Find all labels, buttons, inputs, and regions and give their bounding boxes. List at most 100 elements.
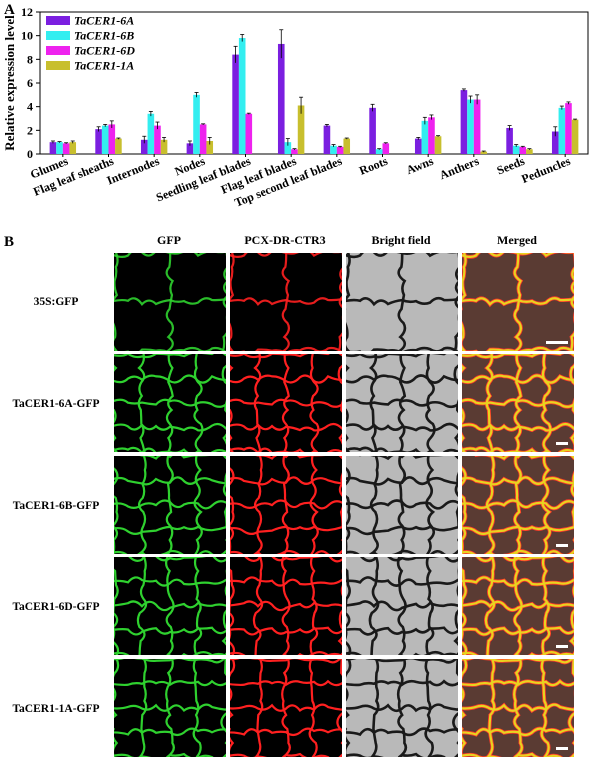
x-tick-label: Anthers: [437, 154, 481, 183]
micrograph-merged: [462, 557, 574, 655]
micrograph-gfp: [114, 354, 226, 452]
micrograph-merged: [462, 253, 574, 351]
column-header-gfp: GFP: [157, 233, 181, 247]
y-tick-label: 4: [27, 100, 33, 114]
micrograph-merged: [462, 659, 574, 757]
bar: [199, 124, 207, 154]
bar: [193, 94, 200, 154]
bar: [512, 145, 520, 154]
bar: [56, 142, 63, 154]
bar: [206, 140, 214, 154]
bar: [460, 90, 468, 154]
micrograph-merged: [462, 354, 574, 452]
bar: [421, 120, 429, 154]
micrograph-bright-field: [346, 557, 458, 655]
bar: [434, 136, 442, 154]
bar: [330, 145, 337, 154]
bar: [277, 43, 285, 155]
column-header-bright-field: Bright field: [371, 233, 431, 247]
legend-swatch: [46, 61, 70, 70]
y-tick-label: 12: [21, 5, 33, 19]
bar: [101, 125, 109, 154]
legend-label: TaCER1-1A: [74, 59, 134, 73]
bar: [115, 138, 122, 154]
bar: [154, 125, 161, 154]
bar: [336, 146, 344, 154]
bar: [62, 143, 70, 154]
column-header-merged: Merged: [497, 233, 537, 247]
bar: [69, 142, 77, 154]
bar: [49, 142, 57, 154]
bar: [186, 143, 194, 154]
bar: [506, 127, 513, 154]
x-tick-label: Awns: [404, 154, 435, 178]
bar: [284, 142, 292, 154]
row-label-tacer1-6d-gfp: TaCER1-6D-GFP: [12, 601, 100, 613]
scale-bar: [556, 544, 568, 547]
row-label-tacer1-6a-gfp: TaCER1-6A-GFP: [12, 398, 100, 410]
micrograph-bright-field: [346, 456, 458, 554]
legend-swatch: [46, 46, 70, 55]
bar: [245, 113, 253, 154]
micrograph-gfp: [114, 456, 226, 554]
bar: [375, 149, 383, 154]
micrograph-gfp: [114, 659, 226, 757]
bar: [160, 139, 168, 154]
micrograph-pcx-dr-ctr3: [230, 354, 342, 452]
panel-b-label: B: [4, 234, 15, 250]
bar: [519, 146, 527, 154]
x-tick-label: Internodes: [105, 154, 162, 188]
legend-swatch: [46, 31, 70, 40]
bar: [480, 151, 488, 154]
bar: [526, 149, 533, 154]
scale-bar: [556, 747, 568, 750]
bar: [108, 124, 116, 154]
scale-bar: [556, 442, 568, 445]
y-tick-label: 10: [21, 29, 33, 43]
scale-bar: [556, 645, 568, 648]
bar: [571, 119, 579, 154]
legend-label: TaCER1-6D: [74, 44, 135, 58]
bar: [323, 125, 331, 154]
y-tick-label: 6: [27, 76, 33, 90]
micrograph-pcx-dr-ctr3: [230, 557, 342, 655]
bar: [291, 149, 298, 154]
bar: [343, 138, 351, 154]
bar: [238, 38, 246, 154]
legend-label: TaCER1-6B: [74, 29, 134, 43]
bar: [382, 143, 390, 154]
bar: [558, 107, 566, 154]
bar: [140, 139, 148, 154]
bar: [95, 129, 102, 154]
bar: [473, 99, 481, 154]
micrograph-bright-field: [346, 354, 458, 452]
x-tick-label: Peduncles: [519, 154, 572, 186]
micrograph-gfp: [114, 253, 226, 351]
micrograph-bright-field: [346, 253, 458, 351]
y-axis-label: Relative expression level: [2, 15, 17, 151]
row-label-tacer1-1a-gfp: TaCER1-1A-GFP: [12, 703, 100, 715]
legend-label: TaCER1-6A: [74, 14, 134, 28]
bar: [551, 131, 559, 154]
y-tick-label: 8: [27, 52, 33, 66]
bar: [565, 103, 572, 154]
micrograph-pcx-dr-ctr3: [230, 659, 342, 757]
bar: [467, 99, 474, 154]
bar: [414, 138, 422, 154]
x-tick-label: Roots: [357, 154, 390, 178]
row-label-35s-gfp: 35S:GFP: [33, 296, 79, 308]
micrograph-gfp: [114, 557, 226, 655]
row-label-tacer1-6b-gfp: TaCER1-6B-GFP: [12, 500, 100, 512]
y-tick-label: 0: [27, 147, 33, 161]
micrograph-pcx-dr-ctr3: [230, 253, 342, 351]
legend-swatch: [46, 16, 70, 25]
column-header-pcx-dr-ctr3: PCX-DR-CTR3: [244, 233, 326, 247]
bar: [428, 117, 435, 154]
bar: [147, 113, 155, 154]
y-tick-label: 2: [27, 123, 33, 137]
panel-a-label: A: [4, 2, 15, 18]
micrograph-pcx-dr-ctr3: [230, 456, 342, 554]
bar: [232, 54, 239, 154]
micrograph-bright-field: [346, 659, 458, 757]
